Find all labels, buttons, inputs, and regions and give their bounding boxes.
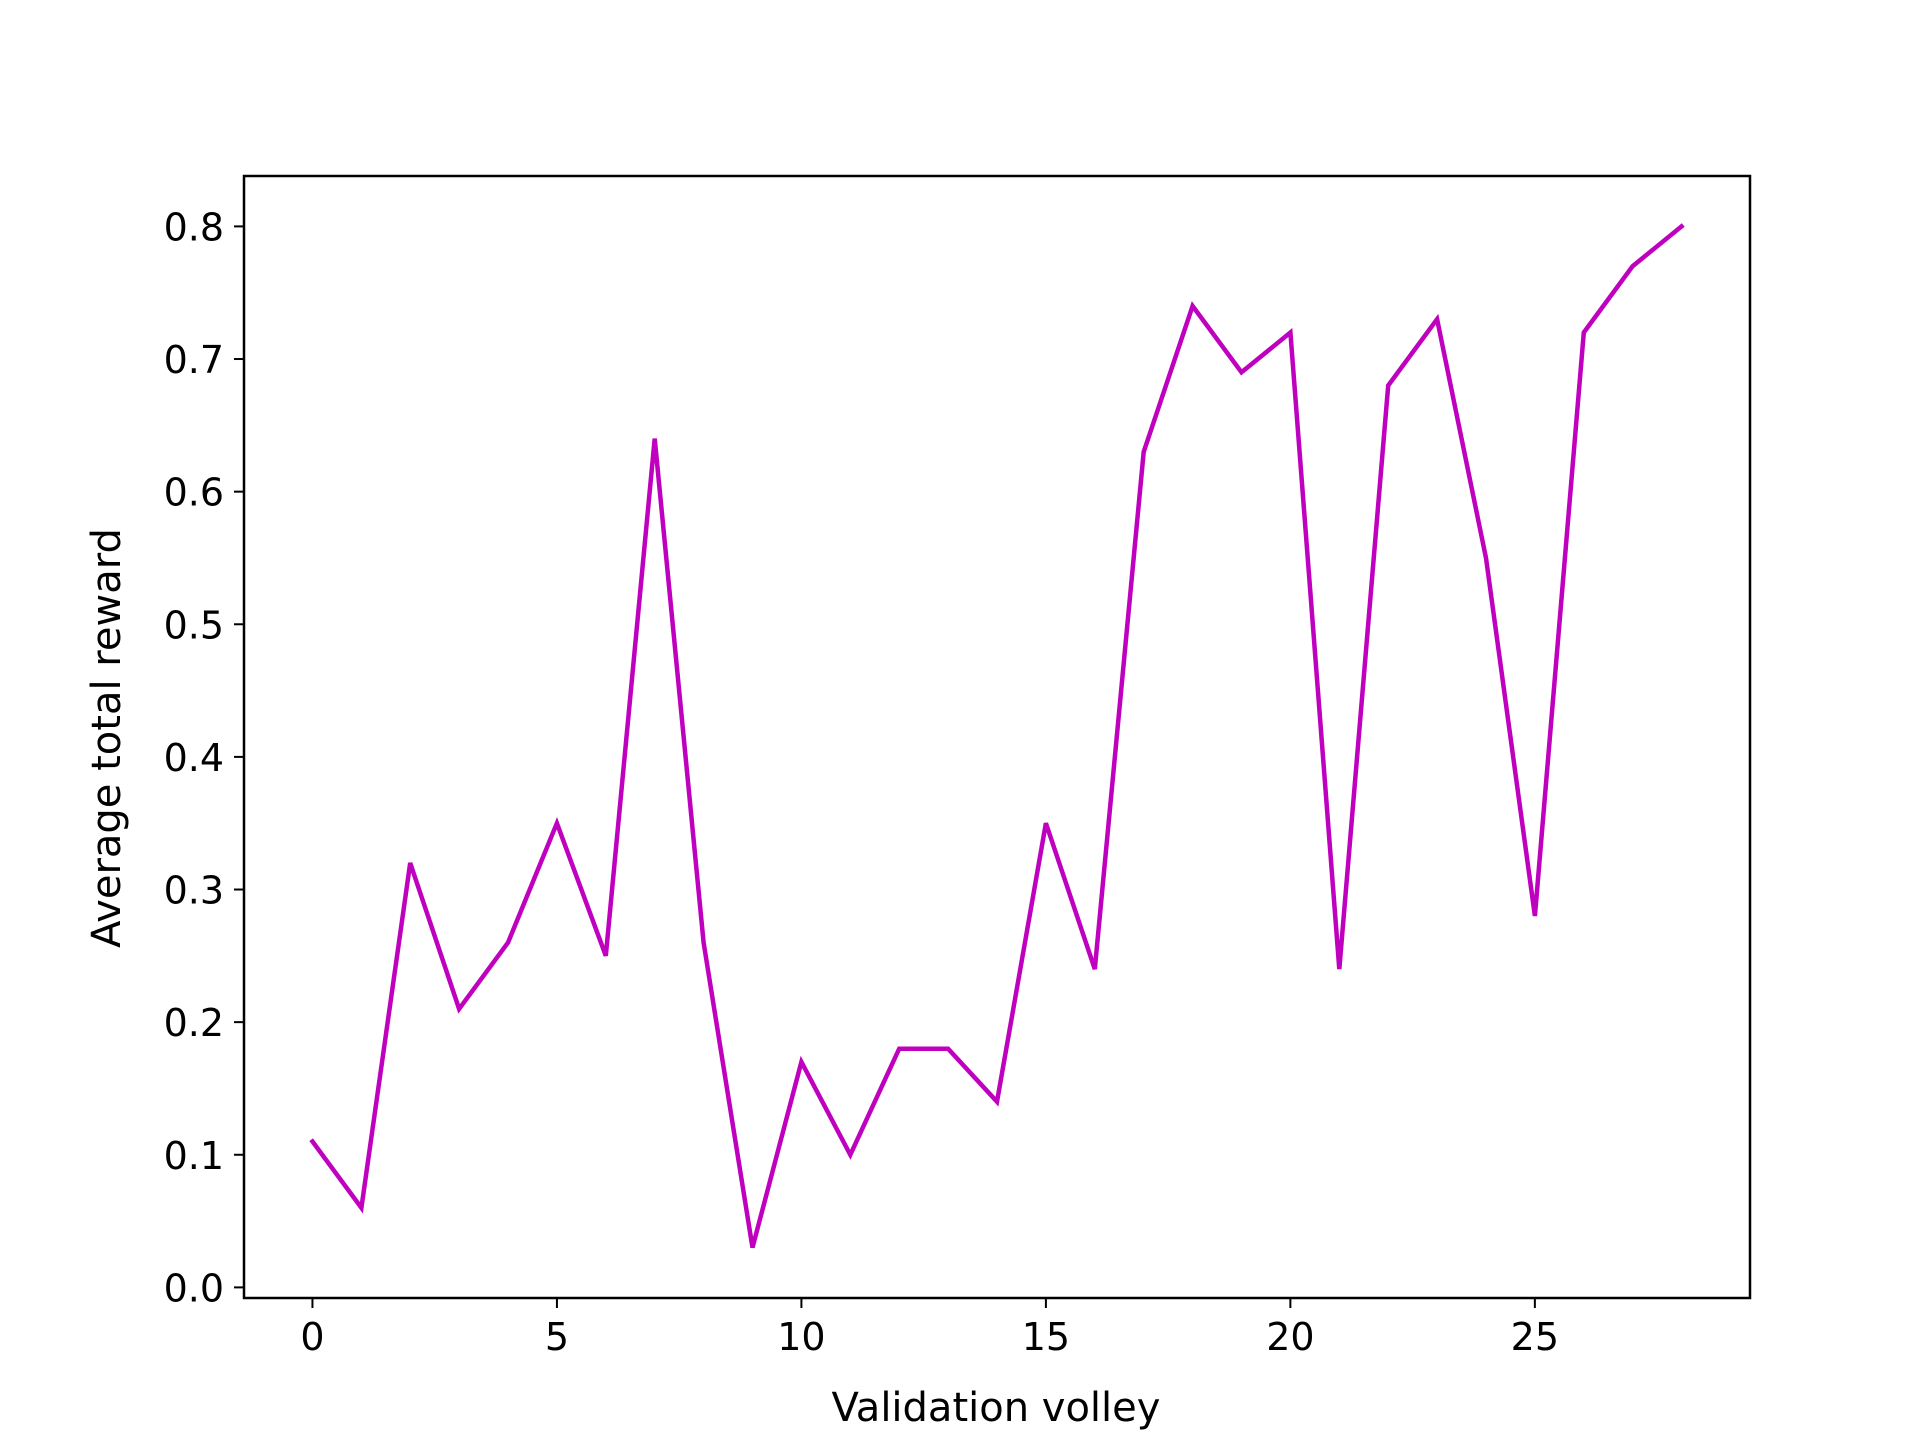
y-tick-label: 0.3 <box>164 869 224 913</box>
x-axis-label: Validation volley <box>832 1385 1161 1431</box>
y-tick-label: 0.4 <box>164 736 224 780</box>
axes: 0 5 10 15 20 25 0.0 0.1 0.2 0.3 0.4 0.5 0.6 0.7 0.8 <box>164 174 1752 1359</box>
y-tick-label: 0.5 <box>164 603 224 647</box>
y-tick-label: 0.7 <box>164 338 224 382</box>
y-tick-label: 0.0 <box>164 1266 224 1310</box>
x-tick-label: 0 <box>300 1315 324 1359</box>
x-tick-label: 25 <box>1511 1315 1559 1359</box>
y-tick-label: 0.2 <box>164 1001 224 1045</box>
x-tick-label: 15 <box>1022 1315 1070 1359</box>
x-tick-label: 5 <box>545 1315 569 1359</box>
x-tick-label: 10 <box>777 1315 825 1359</box>
y-axis-label: Average total reward <box>84 528 130 948</box>
y-tick-label: 0.8 <box>164 205 224 249</box>
plot-area <box>309 223 1685 1249</box>
y-tick-label: 0.6 <box>164 471 224 515</box>
x-tick-label: 20 <box>1266 1315 1314 1359</box>
axes-frame <box>242 174 1752 1300</box>
y-tick-label: 0.1 <box>164 1134 224 1178</box>
